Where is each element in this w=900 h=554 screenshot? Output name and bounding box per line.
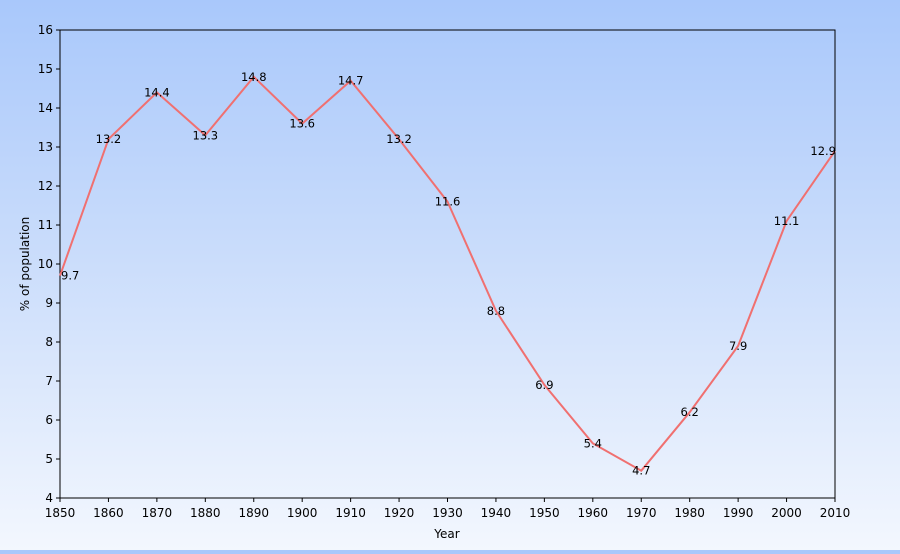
data-label: 14.8: [241, 70, 267, 84]
data-label: 7.9: [729, 339, 747, 353]
y-axis-title: % of population: [18, 217, 32, 311]
x-tick-label: 1880: [190, 506, 221, 520]
x-tick-label: 1910: [335, 506, 366, 520]
series-line: [59, 75, 836, 472]
x-tick-label: 1950: [529, 506, 560, 520]
x-tick-label: 1970: [626, 506, 657, 520]
y-tick-label: 15: [38, 62, 53, 76]
data-label: 4.7: [632, 464, 650, 478]
data-label: 13.2: [96, 132, 122, 146]
data-label: 12.9: [810, 144, 836, 158]
data-label: 5.4: [584, 436, 602, 450]
x-tick-label: 1940: [481, 506, 512, 520]
x-tick-label: 2000: [771, 506, 802, 520]
data-label: 13.3: [193, 128, 219, 142]
series-layer: [59, 75, 836, 472]
y-tick-label: 4: [45, 491, 53, 505]
x-tick-label: 1920: [384, 506, 415, 520]
x-tick-label: 1930: [432, 506, 463, 520]
data-labels: 9.7 13.2 14.4 13.3 14.8 13.6 14.7 13.2 11.6 8.8 6.…: [61, 70, 836, 478]
y-tick-label: 9: [45, 296, 53, 310]
data-label: 14.7: [338, 74, 364, 88]
y-axis: 4 5 6 7 8 9 10 11 12 13 14 15 16: [38, 23, 60, 505]
y-tick-label: 11: [38, 218, 53, 232]
y-tick-label: 6: [45, 413, 53, 427]
x-tick-label: 1960: [578, 506, 609, 520]
x-tick-label: 2010: [820, 506, 851, 520]
x-tick-label: 1980: [674, 506, 705, 520]
x-tick-label: 1860: [93, 506, 124, 520]
data-label: 11.1: [774, 214, 800, 228]
x-tick-label: 1850: [45, 506, 76, 520]
data-label: 8.8: [487, 304, 505, 318]
data-label: 13.6: [289, 117, 315, 131]
y-tick-label: 13: [38, 140, 53, 154]
y-tick-label: 16: [38, 23, 53, 37]
data-label: 6.2: [681, 405, 699, 419]
y-tick-label: 5: [45, 452, 53, 466]
y-tick-label: 14: [38, 101, 53, 115]
x-axis-title: Year: [433, 527, 459, 541]
y-tick-label: 12: [38, 179, 53, 193]
data-label: 6.9: [535, 378, 553, 392]
y-tick-label: 8: [45, 335, 53, 349]
x-tick-label: 1900: [287, 506, 318, 520]
data-label: 13.2: [386, 132, 412, 146]
x-axis: 1850 1860 1870 1880 1890 1900 1910 1920 1930 1940…: [45, 498, 851, 520]
data-label: 9.7: [61, 269, 79, 283]
data-label: 11.6: [435, 195, 461, 209]
x-tick-label: 1870: [142, 506, 173, 520]
x-tick-label: 1890: [238, 506, 269, 520]
y-tick-label: 7: [45, 374, 53, 388]
y-tick-label: 10: [38, 257, 53, 271]
data-label: 14.4: [144, 85, 170, 99]
x-tick-label: 1990: [723, 506, 754, 520]
plot-area-border: [59, 29, 836, 499]
